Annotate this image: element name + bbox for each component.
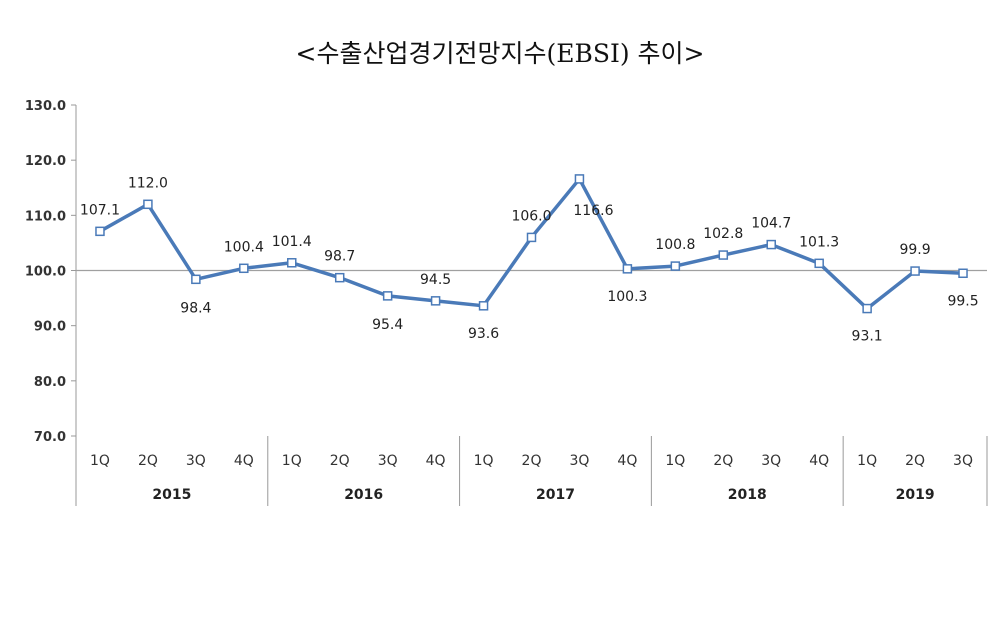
data-point-marker [239, 263, 249, 274]
data-label: 94.5 [420, 272, 451, 288]
y-tick-label: 130.0 [25, 99, 66, 114]
x-tick-label: 2Q [138, 453, 158, 469]
data-point-marker [526, 232, 537, 243]
x-tick-label: 1Q [90, 453, 110, 469]
data-label: 93.6 [468, 326, 499, 342]
data-label: 101.4 [272, 234, 312, 250]
y-tick-label: 110.0 [25, 209, 66, 224]
year-group-label: 2017 [536, 487, 575, 503]
x-tick-label: 4Q [234, 453, 254, 469]
data-label: 104.7 [751, 216, 791, 232]
x-tick-label: 1Q [474, 453, 494, 469]
data-label: 100.8 [655, 237, 695, 253]
data-label: 100.4 [224, 239, 264, 255]
y-tick-label: 120.0 [25, 154, 66, 169]
x-tick-label: 1Q [857, 453, 877, 469]
x-tick-label: 3Q [953, 453, 973, 469]
x-tick-label: 4Q [617, 453, 637, 469]
x-tick-label: 1Q [282, 453, 302, 469]
data-label: 116.6 [573, 203, 613, 219]
x-tick-label: 1Q [665, 453, 685, 469]
data-label: 100.3 [607, 289, 647, 305]
y-tick-label: 100.0 [25, 265, 66, 280]
data-label: 95.4 [372, 317, 403, 333]
y-tick-label: 90.0 [34, 320, 66, 335]
x-tick-label: 4Q [809, 453, 829, 469]
data-point-marker [334, 272, 345, 283]
data-point-marker [862, 303, 872, 314]
data-point-marker [574, 174, 585, 184]
year-group-label: 2019 [896, 487, 935, 503]
chart-title: <수출산업경기전망지수(EBSI) 추이> [295, 39, 705, 68]
x-tick-label: 4Q [426, 453, 446, 469]
data-label: 107.1 [80, 202, 120, 218]
data-point-marker [814, 258, 824, 269]
data-point-marker [143, 199, 153, 210]
y-tick-label: 80.0 [34, 375, 66, 390]
data-point-marker [430, 296, 441, 306]
x-tick-label: 3Q [761, 453, 781, 469]
year-group-label: 2018 [728, 487, 767, 503]
x-tick-label: 2Q [713, 453, 733, 469]
year-group-label: 2015 [152, 487, 191, 503]
data-point-marker [622, 264, 633, 274]
x-tick-label: 3Q [569, 453, 589, 469]
data-point-marker [670, 261, 681, 271]
x-tick-label: 3Q [378, 453, 398, 469]
x-tick-label: 3Q [186, 453, 206, 469]
x-tick-label: 2Q [905, 453, 925, 469]
data-label: 99.9 [899, 242, 930, 258]
data-point-marker [478, 301, 489, 311]
data-label: 102.8 [703, 226, 743, 242]
data-label: 98.4 [180, 300, 211, 316]
data-point-marker [287, 258, 297, 268]
x-tick-label: 2Q [522, 453, 542, 469]
x-tick-label: 2Q [330, 453, 350, 469]
data-point-marker [958, 268, 968, 279]
data-label: 112.0 [128, 175, 168, 191]
data-label: 99.5 [947, 293, 978, 309]
data-point-marker [382, 291, 393, 301]
y-tick-label: 70.0 [34, 430, 66, 445]
data-point-marker [95, 226, 105, 237]
data-point-marker [191, 274, 201, 285]
data-label: 101.3 [799, 234, 839, 250]
year-group-label: 2016 [344, 487, 383, 503]
data-label: 98.7 [324, 249, 355, 265]
data-label: 106.0 [511, 208, 551, 224]
data-label: 93.1 [852, 329, 883, 345]
data-point-marker [766, 239, 776, 250]
data-point-marker [718, 250, 729, 260]
data-point-marker [910, 266, 920, 276]
